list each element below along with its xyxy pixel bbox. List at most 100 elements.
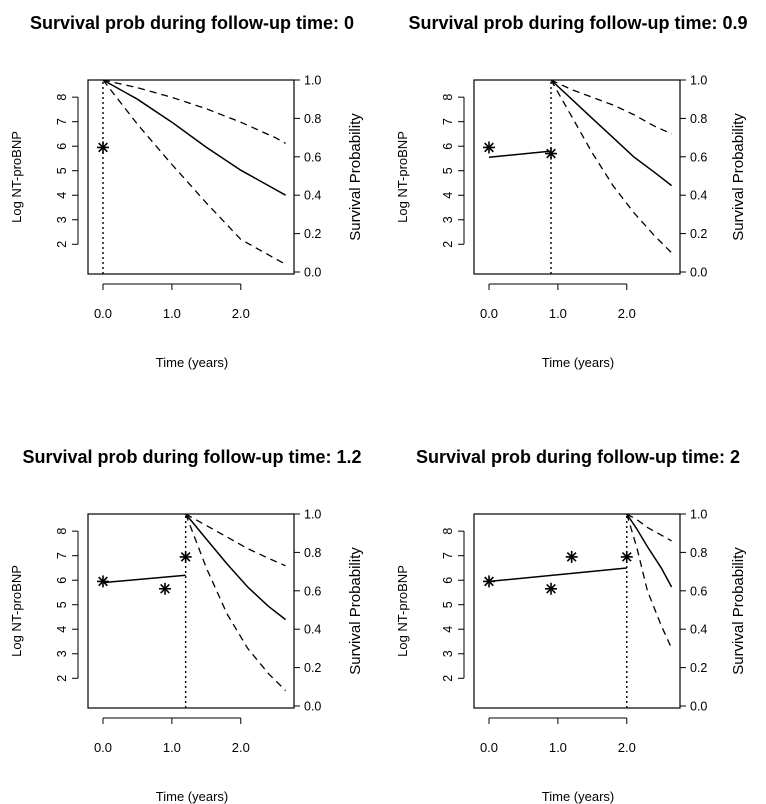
- x-tick-label: 1.0: [163, 306, 181, 321]
- plot-area-frame: [473, 513, 681, 709]
- y-tick-label: 4: [55, 192, 69, 199]
- y-axis-left: 2 3 4 5 6 7 8 Log NT-proBNP: [9, 528, 79, 682]
- x-axis-title: Time (years): [542, 789, 614, 804]
- x-axis: 0.0 1.0 2.0 Time (years): [94, 717, 250, 804]
- y-right-tick-label: 0.8: [304, 112, 321, 126]
- y-tick-label: 5: [441, 601, 455, 608]
- plot-area-frame: [473, 79, 681, 275]
- y-axis-right: 0.0 0.2 0.4 0.6 0.8 1.0 Survival Probability: [293, 508, 364, 714]
- y-tick-label: 6: [441, 577, 455, 584]
- y-right-tick-label: 0.4: [304, 623, 321, 637]
- fitted-trajectory-line: [488, 150, 552, 158]
- survival-upper-band: [102, 79, 286, 144]
- chart-panel-2: Survival prob during follow-up time: 0.9…: [395, 13, 748, 370]
- y-tick-label: 7: [441, 118, 455, 125]
- y-tick-label: 6: [55, 577, 69, 584]
- x-tick-label: 2.0: [232, 306, 250, 321]
- y-axis-right-title: Survival Probability: [347, 113, 364, 241]
- y-right-tick-label: 0.0: [304, 266, 321, 280]
- x-tick-label: 0.0: [480, 306, 498, 321]
- y-tick-label: 5: [441, 167, 455, 174]
- y-tick-label: 8: [441, 94, 455, 101]
- observation-point: [159, 582, 171, 595]
- y-axis-left: 2 3 4 5 6 7 8 Log NT-proBNP: [395, 528, 465, 682]
- y-tick-label: 2: [441, 675, 455, 682]
- y-tick-label: 3: [441, 650, 455, 657]
- observation-point: [179, 550, 192, 563]
- fitted-trajectory-line: [102, 574, 186, 584]
- y-tick-label: 4: [441, 626, 455, 633]
- y-tick-label: 8: [55, 94, 69, 101]
- observation-point: [620, 550, 633, 563]
- chart-panel-1: Survival prob during follow-up time: 0 2 3…: [9, 13, 364, 370]
- y-axis-left: 2 3 4 5 6 7 8 Log NT-proBNP: [9, 94, 79, 248]
- y-tick-label: 7: [55, 118, 69, 125]
- survival-lower-band: [102, 79, 286, 265]
- plot-area-frame: [87, 79, 295, 275]
- y-tick-label: 7: [441, 552, 455, 559]
- y-tick-label: 3: [441, 216, 455, 223]
- y-axis-left: 2 3 4 5 6 7 8 Log NT-proBNP: [395, 94, 465, 248]
- fitted-trajectory-line: [488, 567, 627, 583]
- x-axis-title: Time (years): [542, 355, 614, 370]
- y-tick-label: 4: [55, 626, 69, 633]
- survival-curve: [185, 513, 287, 621]
- chart-panel-3: Survival prob during follow-up time: 1.2…: [9, 447, 364, 804]
- y-right-tick-label: 0.6: [304, 150, 321, 164]
- x-axis-title: Time (years): [156, 789, 228, 804]
- y-right-tick-label: 0.2: [304, 227, 321, 241]
- y-right-tick-label: 0.6: [690, 584, 707, 598]
- y-right-tick-label: 0.8: [690, 112, 707, 126]
- y-tick-label: 6: [441, 143, 455, 150]
- chart-panel-4: Survival prob during follow-up time: 2 2 3…: [395, 447, 747, 804]
- chart-title: Survival prob during follow-up time: 1.2: [22, 447, 361, 467]
- survival-curve: [626, 513, 673, 588]
- x-tick-label: 2.0: [232, 740, 250, 755]
- x-tick-label: 0.0: [480, 740, 498, 755]
- y-tick-label: 2: [55, 675, 69, 682]
- observation-point: [483, 575, 495, 588]
- chart-title: Survival prob during follow-up time: 0.9: [408, 13, 747, 33]
- survival-lower-band: [185, 513, 287, 692]
- y-tick-label: 3: [55, 650, 69, 657]
- x-axis: 0.0 1.0 2.0 Time (years): [480, 283, 636, 370]
- x-axis-title: Time (years): [156, 355, 228, 370]
- y-right-tick-label: 0.8: [690, 546, 707, 560]
- y-tick-label: 7: [55, 552, 69, 559]
- y-axis-right: 0.0 0.2 0.4 0.6 0.8 1.0 Survival Probability: [679, 508, 747, 714]
- y-right-tick-label: 0.6: [304, 584, 321, 598]
- y-right-tick-label: 1.0: [690, 508, 707, 522]
- x-axis: 0.0 1.0 2.0 Time (years): [480, 717, 636, 804]
- observation-point: [545, 582, 557, 595]
- y-axis-right: 0.0 0.2 0.4 0.6 0.8 1.0 Survival Probability: [679, 74, 747, 280]
- observation-point: [97, 141, 109, 154]
- observation-point: [545, 147, 557, 160]
- y-right-tick-label: 0.6: [690, 150, 707, 164]
- y-tick-label: 3: [55, 216, 69, 223]
- y-right-tick-label: 0.2: [690, 227, 707, 241]
- x-tick-label: 1.0: [163, 740, 181, 755]
- x-tick-label: 1.0: [549, 306, 567, 321]
- chart-title: Survival prob during follow-up time: 2: [416, 447, 740, 467]
- y-tick-label: 2: [441, 241, 455, 248]
- x-tick-label: 0.0: [94, 306, 112, 321]
- survival-upper-band: [626, 513, 672, 542]
- y-axis-title: Log NT-proBNP: [9, 131, 24, 223]
- y-right-tick-label: 0.2: [690, 661, 707, 675]
- observation-point: [565, 550, 578, 563]
- x-tick-label: 2.0: [618, 740, 636, 755]
- chart-title: Survival prob during follow-up time: 0: [30, 13, 354, 33]
- y-axis-title: Log NT-proBNP: [9, 565, 24, 657]
- observation-point: [97, 575, 109, 588]
- y-right-tick-label: 1.0: [304, 508, 321, 522]
- y-right-tick-label: 0.4: [304, 189, 321, 203]
- y-right-tick-label: 0.4: [690, 189, 707, 203]
- y-right-tick-label: 0.0: [690, 700, 707, 714]
- survival-curve: [102, 79, 286, 196]
- survival-upper-band: [550, 79, 672, 135]
- y-axis-title: Log NT-proBNP: [395, 565, 410, 657]
- y-axis-right-title: Survival Probability: [730, 547, 747, 675]
- x-axis: 0.0 1.0 2.0 Time (years): [94, 283, 250, 370]
- y-right-tick-label: 0.2: [304, 661, 321, 675]
- y-right-tick-label: 0.0: [690, 266, 707, 280]
